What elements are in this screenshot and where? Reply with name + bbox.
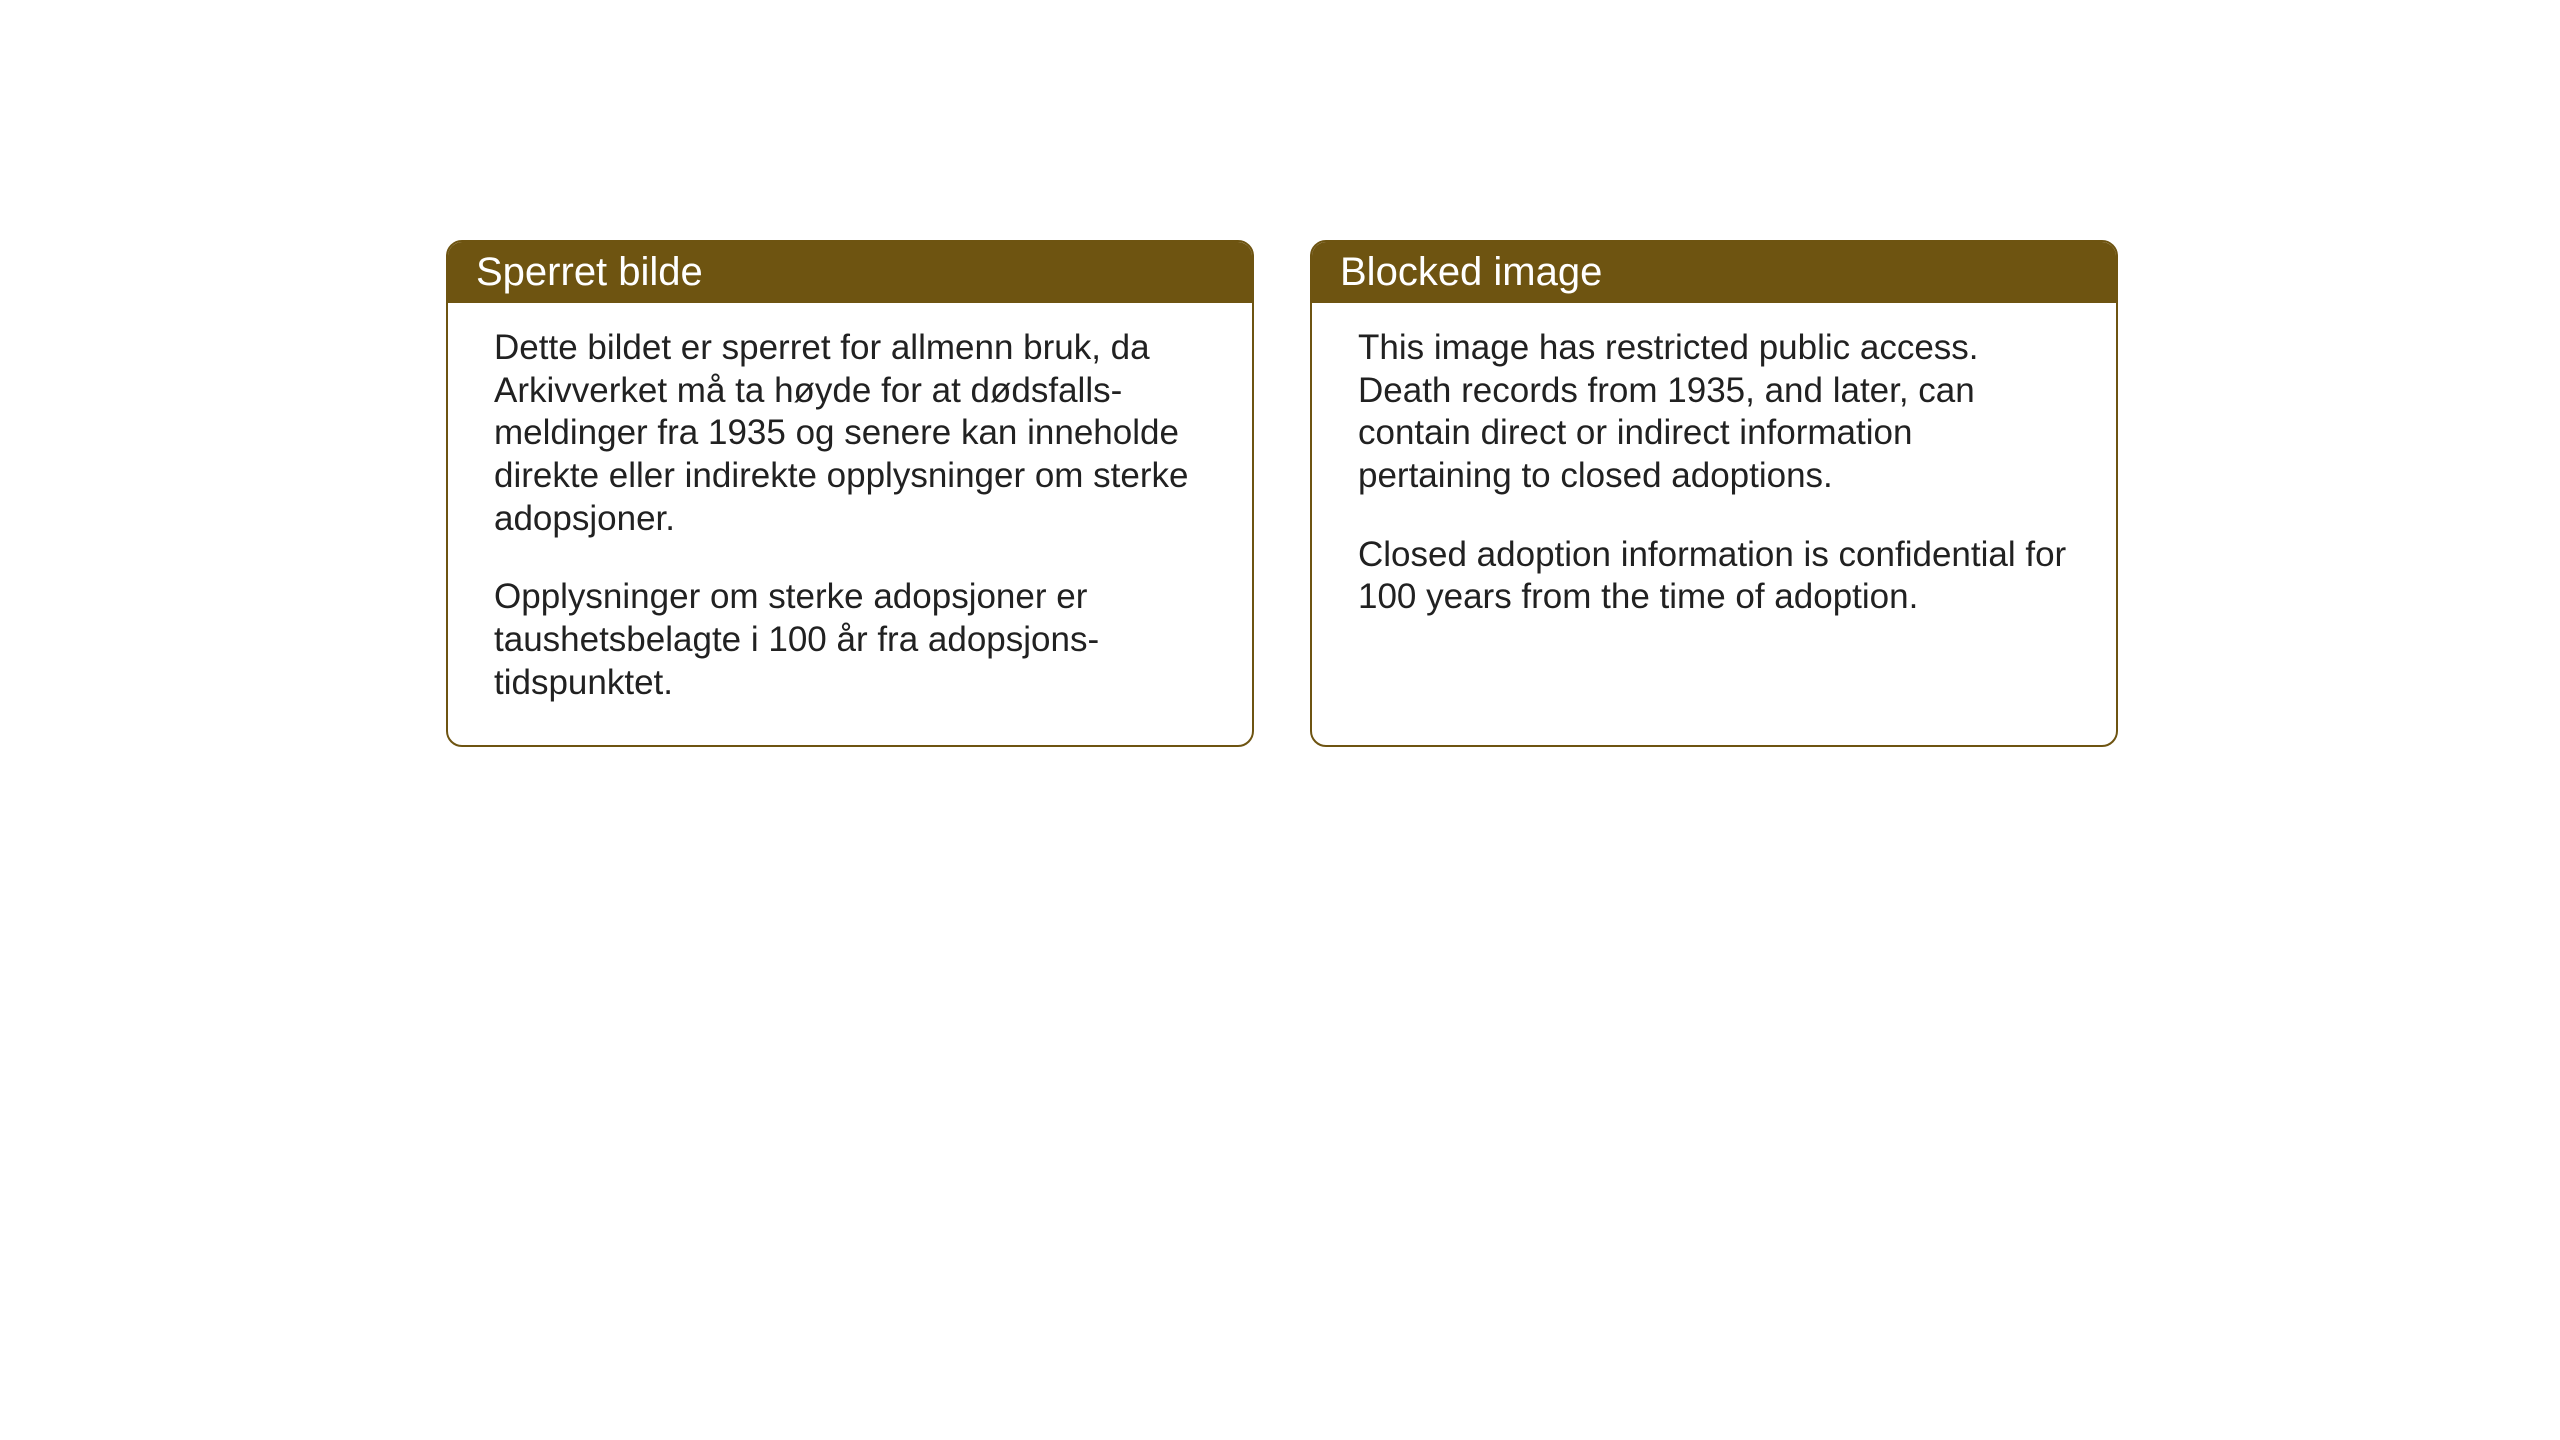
paragraph-1-english: This image has restricted public access.… bbox=[1358, 327, 2070, 498]
paragraph-1-norwegian: Dette bildet er sperret for allmenn bruk… bbox=[494, 327, 1206, 540]
notice-card-english: Blocked image This image has restricted … bbox=[1310, 240, 2118, 747]
card-title-norwegian: Sperret bilde bbox=[476, 250, 703, 294]
paragraph-2-norwegian: Opplysninger om sterke adopsjoner er tau… bbox=[494, 576, 1206, 704]
card-header-norwegian: Sperret bilde bbox=[448, 242, 1252, 303]
notice-card-norwegian: Sperret bilde Dette bildet er sperret fo… bbox=[446, 240, 1254, 747]
paragraph-2-english: Closed adoption information is confident… bbox=[1358, 534, 2070, 619]
card-body-english: This image has restricted public access.… bbox=[1312, 303, 2116, 709]
card-title-english: Blocked image bbox=[1340, 250, 1602, 294]
card-header-english: Blocked image bbox=[1312, 242, 2116, 303]
notice-cards-container: Sperret bilde Dette bildet er sperret fo… bbox=[446, 240, 2118, 747]
card-body-norwegian: Dette bildet er sperret for allmenn bruk… bbox=[448, 303, 1252, 745]
